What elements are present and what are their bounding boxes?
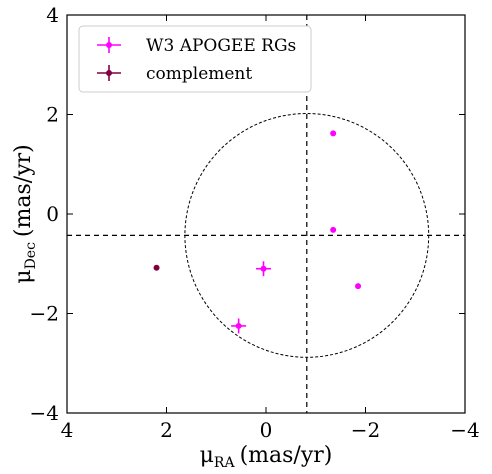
complement-marker bbox=[153, 264, 160, 271]
x-tick-label: 2 bbox=[160, 418, 173, 442]
w3-apogee-rg-point bbox=[330, 130, 337, 137]
y-tick-label: 4 bbox=[46, 3, 59, 27]
legend-box bbox=[78, 25, 312, 93]
x-tick-label: −4 bbox=[450, 418, 479, 442]
complement-point bbox=[153, 264, 160, 271]
selection-circle-layer bbox=[184, 113, 430, 358]
w3-apogee-rg-point bbox=[330, 226, 337, 233]
x-tick-label: 0 bbox=[260, 418, 273, 442]
x-axis-label: μRA (mas/yr) bbox=[200, 443, 333, 471]
legend-complement-marker bbox=[106, 70, 112, 76]
w3-apogee-rg-point bbox=[256, 261, 271, 277]
y-tick-label: 2 bbox=[46, 103, 59, 127]
y-tick-label: 0 bbox=[46, 202, 59, 226]
legend-complement-label: complement bbox=[146, 64, 252, 84]
y-tick-label: −2 bbox=[30, 302, 59, 326]
w3-apogee-rg-marker bbox=[355, 283, 362, 290]
ticks-layer: 4 2 0 −2 −4 −4 −2 0 2 4 bbox=[30, 3, 480, 442]
w3-apogee-rg-marker bbox=[235, 322, 242, 329]
y-tick-label: −4 bbox=[30, 401, 59, 425]
legend-w3-apogee-label: W3 APOGEE RGs bbox=[146, 36, 296, 56]
legend-w3-apogee-marker bbox=[106, 42, 112, 48]
w3-apogee-rg-point bbox=[355, 283, 362, 290]
w3-apogee-rg-marker bbox=[330, 130, 337, 137]
legend: W3 APOGEE RGs complement bbox=[78, 25, 312, 93]
w3-apogee-rg-point bbox=[231, 318, 247, 334]
y-axis-label: μDec(mas/yr) bbox=[11, 144, 39, 283]
data-points-layer bbox=[153, 130, 362, 334]
x-tick-label: −2 bbox=[351, 418, 380, 442]
selection-circle bbox=[184, 113, 430, 358]
w3-apogee-rg-marker bbox=[330, 226, 337, 233]
w3-apogee-rg-marker bbox=[260, 265, 267, 272]
legend-entries: W3 APOGEE RGs complement bbox=[97, 36, 296, 84]
x-tick-label: 4 bbox=[61, 418, 74, 442]
